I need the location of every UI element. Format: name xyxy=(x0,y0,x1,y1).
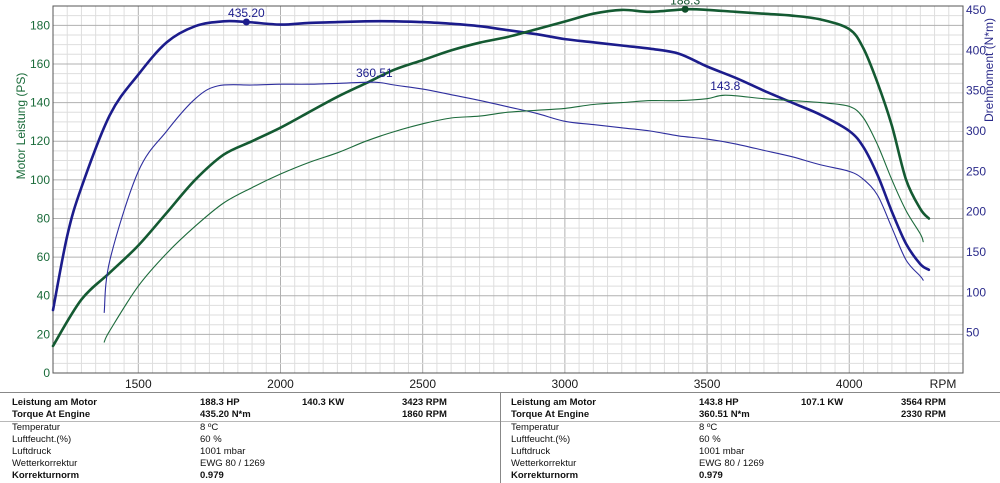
humidity-label: Luftfeucht.(%) xyxy=(511,434,571,445)
norm-row: Korrekturnorm 0.979 xyxy=(0,470,500,482)
axes: 0 20 40 60 80 100 120 140 160 180 50 100 150 200 250 30… xyxy=(30,3,986,391)
x-axis-title: RPM xyxy=(930,377,957,391)
temp-row: Temperatur 8 ºC xyxy=(501,422,1000,434)
torque-value: 435.20 N*m xyxy=(200,409,251,420)
torque-label: Torque At Engine xyxy=(12,409,91,420)
plot-frame xyxy=(52,5,964,374)
weather-row: Wetterkorrektur EWG 80 / 1269 xyxy=(501,458,1000,470)
temp-label: Temperatur xyxy=(511,422,560,433)
x-tick-label: 2500 xyxy=(409,377,436,391)
y-right-tick-label: 450 xyxy=(966,3,986,17)
torque-label: Torque At Engine xyxy=(511,409,590,420)
norm-label: Korrekturnorm xyxy=(511,470,579,481)
power-rpm: 3564 RPM xyxy=(901,397,946,408)
y-left-tick-label: 160 xyxy=(30,57,50,71)
norm-value: 0.979 xyxy=(200,470,224,481)
results-table: Leistung am Motor 188.3 HP 140.3 KW 3423… xyxy=(0,392,1000,483)
peak-label: 360.51 xyxy=(356,66,393,80)
pressure-row: Luftdruck 1001 mbar xyxy=(0,446,500,458)
pressure-label: Luftdruck xyxy=(12,446,52,457)
pressure-value: 1001 mbar xyxy=(699,446,745,457)
y-left-tick-label: 20 xyxy=(37,327,51,341)
temp-value: 8 ºC xyxy=(699,422,718,433)
humidity-row: Luftfeucht.(%) 60 % xyxy=(0,434,500,446)
peak-marker xyxy=(242,18,250,26)
weather-label: Wetterkorrektur xyxy=(12,458,78,469)
peak-label: 435.20 xyxy=(228,6,265,20)
power-kw: 107.1 KW xyxy=(801,397,844,408)
pressure-label: Luftdruck xyxy=(511,446,551,457)
y-right-tick-label: 50 xyxy=(966,326,980,340)
y-left-tick-label: 80 xyxy=(37,211,51,225)
results-panel-right: Leistung am Motor 143.8 HP 107.1 KW 3564… xyxy=(501,393,1000,483)
x-tick-label: 4000 xyxy=(836,377,863,391)
norm-row: Korrekturnorm 0.979 xyxy=(501,470,1000,482)
grid-lines xyxy=(52,5,964,374)
x-tick-label: 3500 xyxy=(694,377,721,391)
x-tick-label: 3000 xyxy=(552,377,579,391)
y-left-tick-label: 120 xyxy=(30,134,50,148)
humidity-label: Luftfeucht.(%) xyxy=(12,434,72,445)
torque-row: Torque At Engine 360.51 N*m 2330 RPM xyxy=(501,409,1000,422)
y-left-tick-label: 140 xyxy=(30,96,50,110)
y-right-tick-label: 150 xyxy=(966,245,986,259)
humidity-row: Luftfeucht.(%) 60 % xyxy=(501,434,1000,446)
y-left-tick-label: 40 xyxy=(37,289,51,303)
y-left-tick-label: 100 xyxy=(30,173,50,187)
norm-label: Korrekturnorm xyxy=(12,470,80,481)
humidity-value: 60 % xyxy=(699,434,721,445)
x-tick-label: 1500 xyxy=(125,377,152,391)
peak-label: 143.8 xyxy=(710,79,740,93)
temp-label: Temperatur xyxy=(12,422,61,433)
peak-annotations: 435.20 188.3 360.51 143.8 xyxy=(228,0,741,93)
power-hp: 188.3 HP xyxy=(200,397,240,408)
y-right-tick-label: 250 xyxy=(966,164,986,178)
weather-value: EWG 80 / 1269 xyxy=(699,458,764,469)
torque-rpm: 2330 RPM xyxy=(901,409,946,420)
y-left-axis-title: Motor Leistung (PS) xyxy=(14,73,28,180)
x-tick-label: 2000 xyxy=(267,377,294,391)
series-line-1 xyxy=(51,19,931,312)
norm-value: 0.979 xyxy=(699,470,723,481)
temp-value: 8 ºC xyxy=(200,422,219,433)
pressure-value: 1001 mbar xyxy=(200,446,246,457)
y-right-tick-label: 100 xyxy=(966,285,986,299)
power-row: Leistung am Motor 188.3 HP 140.3 KW 3423… xyxy=(0,397,500,409)
y-right-tick-label: 200 xyxy=(966,205,986,219)
torque-value: 360.51 N*m xyxy=(699,409,750,420)
y-left-tick-label: 60 xyxy=(37,250,51,264)
torque-rpm: 1860 RPM xyxy=(402,409,447,420)
weather-label: Wetterkorrektur xyxy=(511,458,577,469)
y-left-tick-label: 180 xyxy=(30,18,50,32)
power-hp: 143.8 HP xyxy=(699,397,739,408)
series-line-2 xyxy=(51,7,931,348)
y-right-tick-label: 350 xyxy=(966,84,986,98)
humidity-value: 60 % xyxy=(200,434,222,445)
y-right-axis-title: Drehmoment (N*m) xyxy=(982,18,996,122)
series-lines xyxy=(51,7,931,348)
weather-row: Wetterkorrektur EWG 80 / 1269 xyxy=(0,458,500,470)
power-rpm: 3423 RPM xyxy=(402,397,447,408)
y-right-tick-label: 400 xyxy=(966,43,986,57)
temp-row: Temperatur 8 ºC xyxy=(0,422,500,434)
peak-label: 188.3 xyxy=(670,0,700,7)
dyno-chart: 0 20 40 60 80 100 120 140 160 180 50 100 150 200 250 30… xyxy=(14,0,996,391)
pressure-row: Luftdruck 1001 mbar xyxy=(501,446,1000,458)
weather-value: EWG 80 / 1269 xyxy=(200,458,265,469)
y-left-tick-label: 0 xyxy=(43,366,50,380)
power-row: Leistung am Motor 143.8 HP 107.1 KW 3564… xyxy=(501,397,1000,409)
torque-row: Torque At Engine 435.20 N*m 1860 RPM xyxy=(0,409,500,422)
y-right-tick-label: 300 xyxy=(966,124,986,138)
series-line-3 xyxy=(103,81,924,314)
peak-marker xyxy=(681,5,689,13)
power-kw: 140.3 KW xyxy=(302,397,345,408)
power-label: Leistung am Motor xyxy=(511,397,596,408)
results-panel-left: Leistung am Motor 188.3 HP 140.3 KW 3423… xyxy=(0,393,501,483)
power-label: Leistung am Motor xyxy=(12,397,97,408)
series-line-4 xyxy=(103,94,924,343)
